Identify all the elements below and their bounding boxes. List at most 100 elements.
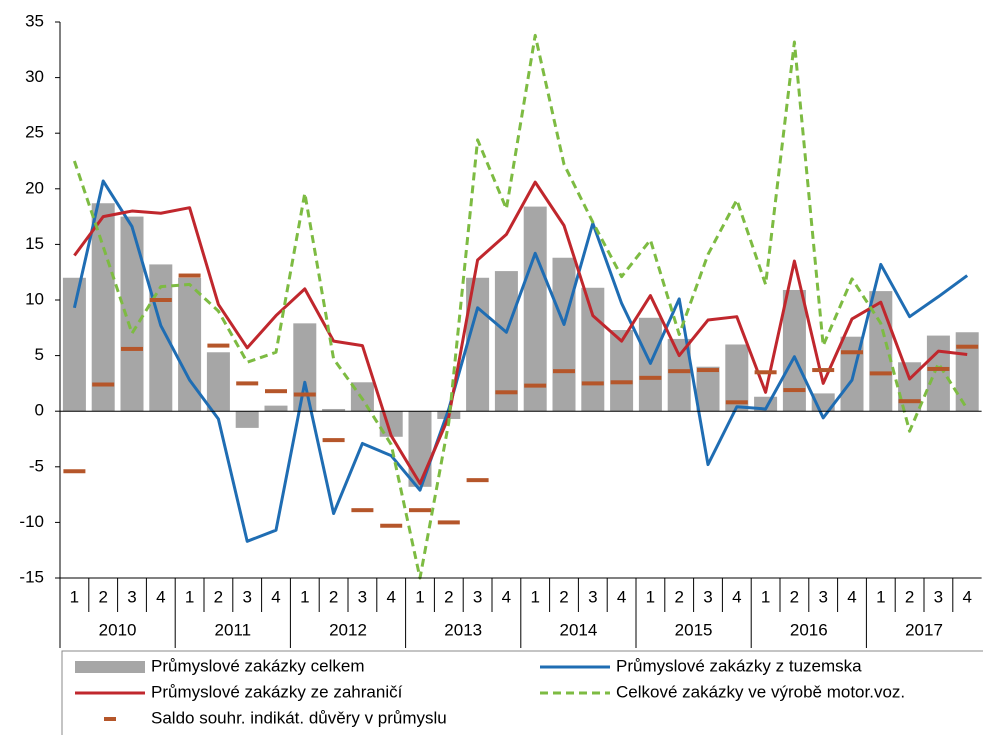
bar bbox=[494, 271, 518, 412]
bar bbox=[62, 277, 86, 412]
marker bbox=[149, 298, 172, 302]
marker bbox=[495, 390, 518, 395]
x-tick-label: 3 bbox=[703, 587, 712, 606]
x-tick-label: 2 bbox=[674, 587, 683, 606]
legend-label: Průmyslové zakázky z tuzemska bbox=[616, 656, 862, 675]
x-tick-label: 2 bbox=[214, 587, 223, 606]
marker bbox=[437, 520, 460, 525]
bar bbox=[91, 203, 115, 412]
marker bbox=[236, 381, 259, 386]
bar bbox=[725, 344, 749, 412]
x-tick-label: 1 bbox=[530, 587, 539, 606]
x-tick-label: 3 bbox=[242, 587, 251, 606]
y-tick-label: 20 bbox=[25, 178, 44, 197]
marker bbox=[409, 508, 431, 513]
marker bbox=[956, 344, 979, 349]
marker bbox=[754, 370, 777, 375]
x-tick-label: 4 bbox=[962, 587, 971, 606]
marker bbox=[581, 381, 604, 386]
bar bbox=[120, 216, 144, 412]
marker bbox=[351, 508, 374, 513]
legend-label: Saldo souhr. indikát. důvěry v průmyslu bbox=[151, 708, 447, 727]
x-tick-label: 1 bbox=[300, 587, 309, 606]
x-tick-label: 4 bbox=[271, 587, 280, 606]
x-tick-label: 4 bbox=[847, 587, 856, 606]
x-tick-label: 4 bbox=[617, 587, 626, 606]
marker bbox=[92, 382, 115, 387]
x-tick-label: 4 bbox=[156, 587, 165, 606]
marker bbox=[639, 375, 662, 380]
marker bbox=[927, 366, 950, 371]
legend-label: Průmyslové zakázky celkem bbox=[151, 656, 365, 675]
y-tick-label: -10 bbox=[19, 512, 44, 531]
bar bbox=[322, 408, 346, 412]
y-tick-label: 5 bbox=[35, 345, 44, 364]
marker bbox=[63, 469, 86, 474]
bar bbox=[610, 330, 634, 412]
marker bbox=[898, 399, 921, 404]
x-tick-label: 1 bbox=[185, 587, 194, 606]
marker bbox=[121, 346, 143, 351]
marker bbox=[207, 343, 230, 348]
bar bbox=[178, 277, 202, 412]
legend-label: Celkové zakázky ve výrobě motor.voz. bbox=[616, 682, 905, 701]
year-label: 2011 bbox=[215, 620, 252, 639]
bar bbox=[235, 411, 259, 428]
x-tick-label: 2 bbox=[790, 587, 799, 606]
y-tick-label: 30 bbox=[25, 67, 44, 86]
legend-label: Průmyslové zakázky ze zahraničí bbox=[151, 682, 403, 701]
x-tick-label: 1 bbox=[646, 587, 655, 606]
x-tick-label: 2 bbox=[444, 587, 453, 606]
y-tick-label: 35 bbox=[25, 11, 44, 30]
marker bbox=[725, 400, 748, 405]
bar bbox=[955, 332, 979, 412]
marker bbox=[380, 523, 403, 528]
marker bbox=[697, 368, 719, 373]
legend-swatch bbox=[104, 717, 116, 721]
bar bbox=[782, 289, 806, 412]
marker bbox=[812, 368, 835, 373]
bar bbox=[408, 411, 432, 487]
x-tick-label: 2 bbox=[329, 587, 338, 606]
marker bbox=[265, 389, 287, 394]
line bbox=[72, 179, 969, 543]
x-tick-label: 3 bbox=[934, 587, 943, 606]
x-tick-label: 2 bbox=[559, 587, 568, 606]
y-tick-label: 0 bbox=[35, 401, 44, 420]
bar bbox=[926, 335, 950, 412]
x-tick-label: 4 bbox=[502, 587, 511, 606]
year-label: 2013 bbox=[444, 620, 482, 639]
y-tick-label: -5 bbox=[29, 456, 44, 475]
line bbox=[73, 180, 968, 485]
marker bbox=[524, 383, 547, 388]
bar bbox=[581, 287, 605, 412]
marker bbox=[610, 380, 633, 385]
x-tick-label: 3 bbox=[127, 587, 136, 606]
x-tick-label: 3 bbox=[473, 587, 482, 606]
legend-box bbox=[61, 650, 983, 735]
year-label: 2016 bbox=[790, 620, 828, 639]
bar bbox=[523, 206, 547, 412]
x-tick-label: 1 bbox=[70, 587, 79, 606]
x-tick-label: 4 bbox=[386, 587, 395, 606]
year-label: 2014 bbox=[559, 620, 597, 639]
marker bbox=[783, 388, 806, 393]
bar bbox=[696, 366, 720, 412]
x-tick-label: 2 bbox=[98, 587, 107, 606]
year-label: 2015 bbox=[675, 620, 713, 639]
year-label: 2017 bbox=[905, 620, 943, 639]
year-label: 2012 bbox=[329, 620, 367, 639]
y-tick-label: 10 bbox=[25, 289, 44, 308]
x-tick-label: 1 bbox=[876, 587, 885, 606]
x-tick-label: 1 bbox=[761, 587, 770, 606]
x-tick-label: 3 bbox=[588, 587, 597, 606]
y-tick-label: 15 bbox=[25, 234, 44, 253]
marker bbox=[869, 371, 892, 376]
marker bbox=[322, 438, 345, 443]
marker bbox=[841, 350, 863, 355]
marker bbox=[178, 273, 201, 278]
bar bbox=[552, 257, 576, 412]
x-tick-label: 3 bbox=[818, 587, 827, 606]
y-tick-label: 25 bbox=[25, 123, 44, 142]
